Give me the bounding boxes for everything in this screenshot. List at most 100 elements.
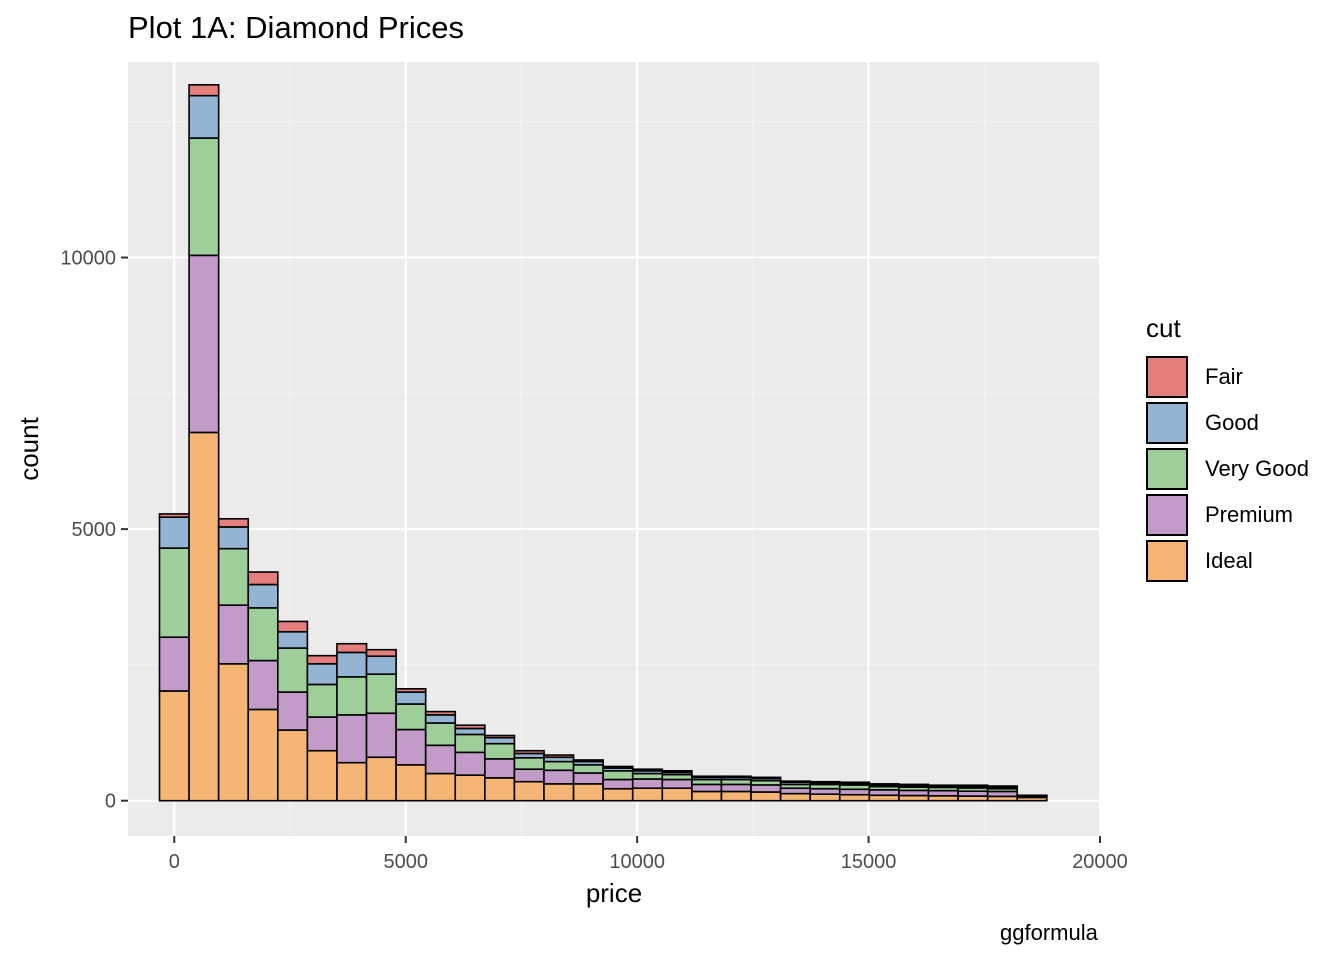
bar-segment-ideal <box>158 690 190 802</box>
bar-segment-ideal <box>454 774 486 802</box>
x-tick-label: 10000 <box>609 851 665 873</box>
bar-segment-ideal <box>720 790 752 802</box>
legend-items: Fair Good Very Good Premium Ideal <box>1146 354 1309 584</box>
bar-segment-good <box>247 583 279 609</box>
bar-segment-fair <box>986 785 1019 788</box>
y-axis-title: count <box>14 416 44 480</box>
bar-segment-very-good <box>543 760 575 772</box>
bar-segment-very-good <box>188 137 220 257</box>
legend-item-good: Good <box>1146 400 1309 446</box>
bar-segment-good <box>365 655 397 675</box>
bar-segment-very-good <box>365 673 397 715</box>
bar-segment-very-good <box>306 683 338 718</box>
x-tick-label: 20000 <box>1072 851 1128 873</box>
bar-segment-premium <box>188 254 220 434</box>
x-axis: 0 5000 10000 15000 20000 <box>169 836 1128 873</box>
bar-segment-premium <box>336 714 368 764</box>
bar-segment-ideal <box>277 729 309 802</box>
bar-segment-fair <box>454 724 486 730</box>
bar-segment-premium <box>454 751 486 776</box>
y-axis: 0 5000 10000 <box>60 248 128 813</box>
bar-segment-ideal <box>365 756 397 802</box>
bar-segment-premium <box>572 772 604 785</box>
bar-segment-fair <box>927 784 959 788</box>
bar-segment-fair <box>957 784 989 788</box>
bar-segment-very-good <box>424 722 457 747</box>
bar-segment-ideal <box>424 772 457 802</box>
bar-segment-premium <box>779 787 811 795</box>
bar-segment-premium <box>513 768 545 783</box>
legend-swatch <box>1146 356 1188 398</box>
bar-segment-ideal <box>306 749 338 802</box>
bar-segment-premium <box>543 769 575 785</box>
bar-segment-good <box>277 630 309 649</box>
x-axis-title: price <box>586 878 642 908</box>
bar-segment-very-good <box>572 764 604 774</box>
legend-swatch <box>1146 540 1188 582</box>
x-tick-label: 15000 <box>841 851 897 873</box>
y-tick-label: 5000 <box>72 519 117 541</box>
bar-segment-fair <box>484 734 516 739</box>
bar-segment-ideal <box>336 761 368 802</box>
bar-segment-ideal <box>838 793 871 802</box>
bar-segment-very-good <box>484 742 516 760</box>
legend-swatch <box>1146 494 1188 536</box>
bar-segment-premium <box>691 783 723 793</box>
bar-segment-ideal <box>779 792 811 802</box>
bar-segment-premium <box>306 716 338 752</box>
bar-segment-ideal <box>543 783 575 802</box>
legend-title: cut <box>1146 313 1181 343</box>
bar-segment-ideal <box>750 791 782 802</box>
bar-segment-premium <box>395 728 427 766</box>
bar-segment-premium <box>661 778 693 790</box>
bar-segment-ideal <box>868 794 900 802</box>
bar-segment-very-good <box>602 770 634 781</box>
legend-label: Premium <box>1205 502 1294 527</box>
bar-segment-premium <box>631 778 664 790</box>
bar-segment-fair <box>898 783 930 787</box>
bar-segment-fair <box>631 768 664 772</box>
bar-segment-fair <box>779 780 811 784</box>
bar-segment-premium <box>217 604 250 665</box>
bar-segment-fair <box>809 780 841 784</box>
bar-segment-fair <box>513 749 545 755</box>
legend-item-ideal: Ideal <box>1146 538 1309 584</box>
bar-segment-fair <box>365 648 397 658</box>
bar-segment-good <box>395 691 427 705</box>
bar-segment-ideal <box>661 787 693 802</box>
bar-segment-fair <box>661 770 693 774</box>
bar-segment-very-good <box>336 676 368 716</box>
bar-segment-premium <box>838 788 871 796</box>
caption: ggformula <box>1000 920 1098 945</box>
legend-item-fair: Fair <box>1146 354 1309 400</box>
bar-segment-premium <box>750 784 782 793</box>
histogram-bars <box>158 84 1048 802</box>
bar-segment-ideal <box>395 764 427 802</box>
bar-segment-fair <box>750 776 782 780</box>
bar-segment-fair <box>336 642 368 654</box>
bar-segment-fair <box>543 754 575 759</box>
legend-item-very-good: Very Good <box>1146 446 1309 492</box>
bar-segment-good <box>454 727 486 736</box>
bar-segment-good <box>424 714 457 724</box>
bar-segment-good <box>158 516 190 549</box>
bar-segment-very-good <box>395 703 427 731</box>
legend-label: Fair <box>1205 364 1243 389</box>
bar-segment-ideal <box>513 780 545 802</box>
bar-segment-fair <box>217 517 250 528</box>
legend-label: Very Good <box>1205 456 1309 481</box>
bar-segment-fair <box>158 513 190 518</box>
bar-segment-very-good <box>454 733 486 754</box>
bar-segment-premium <box>158 636 190 692</box>
bar-segment-very-good <box>513 756 545 770</box>
bar-segment-very-good <box>277 647 309 693</box>
legend-swatch <box>1146 448 1188 490</box>
bar-segment-good <box>188 94 220 139</box>
bar-segment-ideal <box>691 790 723 802</box>
y-tick-label: 10000 <box>60 248 116 270</box>
bar-segment-very-good <box>631 772 664 780</box>
bar-segment-fair <box>602 765 634 769</box>
bar-segment-fair <box>691 775 723 779</box>
bar-segment-good <box>484 736 516 745</box>
